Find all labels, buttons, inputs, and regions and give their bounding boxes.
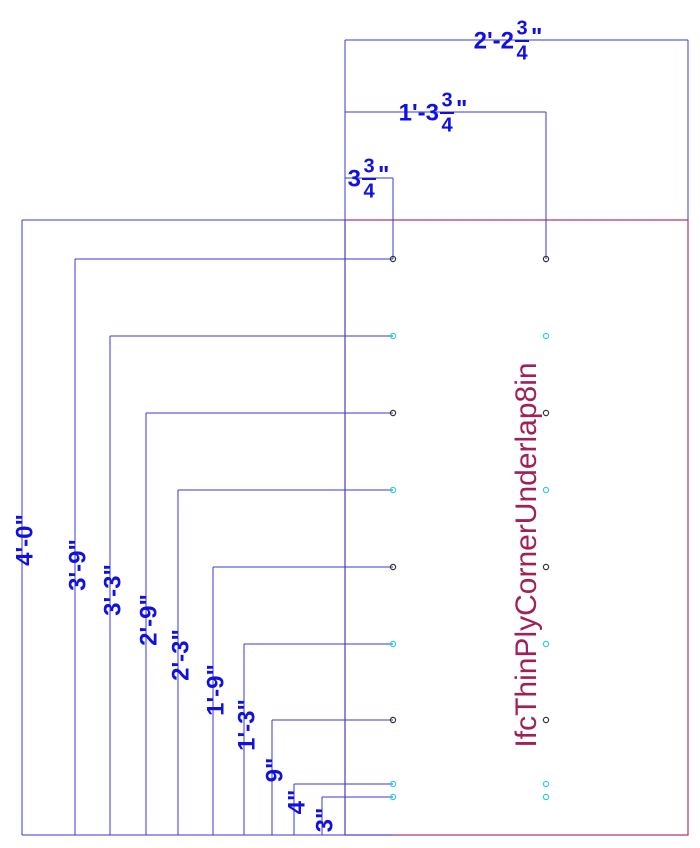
hole [542,563,550,571]
hole [389,793,397,801]
hole [542,780,550,788]
hole [389,486,397,494]
hole [542,640,550,648]
fraction-denominator: 4 [363,180,375,202]
dimension-text: 3" [311,808,338,833]
fraction-numerator: 3 [363,155,374,177]
dimension-text: 4" [283,790,310,815]
dimension-whole: 3 [348,165,361,192]
fraction-denominator: 4 [516,42,528,64]
inch-mark: " [378,161,389,188]
hole [542,716,550,724]
hole [389,563,397,571]
dimension-whole: 2'-2 [474,27,514,54]
fraction-numerator: 3 [516,17,527,39]
hole [389,409,397,417]
hole [542,793,550,801]
hole [389,716,397,724]
hole [389,255,397,263]
hole [542,332,550,340]
dimension-text: 9" [261,758,288,783]
inch-mark: " [531,23,542,50]
fraction-numerator: 3 [441,89,452,111]
dimension-text: 3'-9" [64,539,91,591]
dimension-text: 1'-3" [233,699,260,751]
hole [542,255,550,263]
hole [389,780,397,788]
panel-label: IfcThinPlyCornerUnderlap8in [510,362,543,747]
dimension-whole: 1'-3 [399,99,439,126]
dimension-text: 2'-9" [135,594,162,646]
hole [389,640,397,648]
dimension-text: 1'-9" [202,664,229,716]
hole [542,409,550,417]
hole [389,332,397,340]
fraction-denominator: 4 [441,114,453,136]
dimension-text: 2'-3" [167,629,194,681]
inch-mark: " [456,95,467,122]
dimension-text: 4'-0" [11,514,38,566]
dimension-text: 3'-3" [99,564,126,616]
hole [542,486,550,494]
